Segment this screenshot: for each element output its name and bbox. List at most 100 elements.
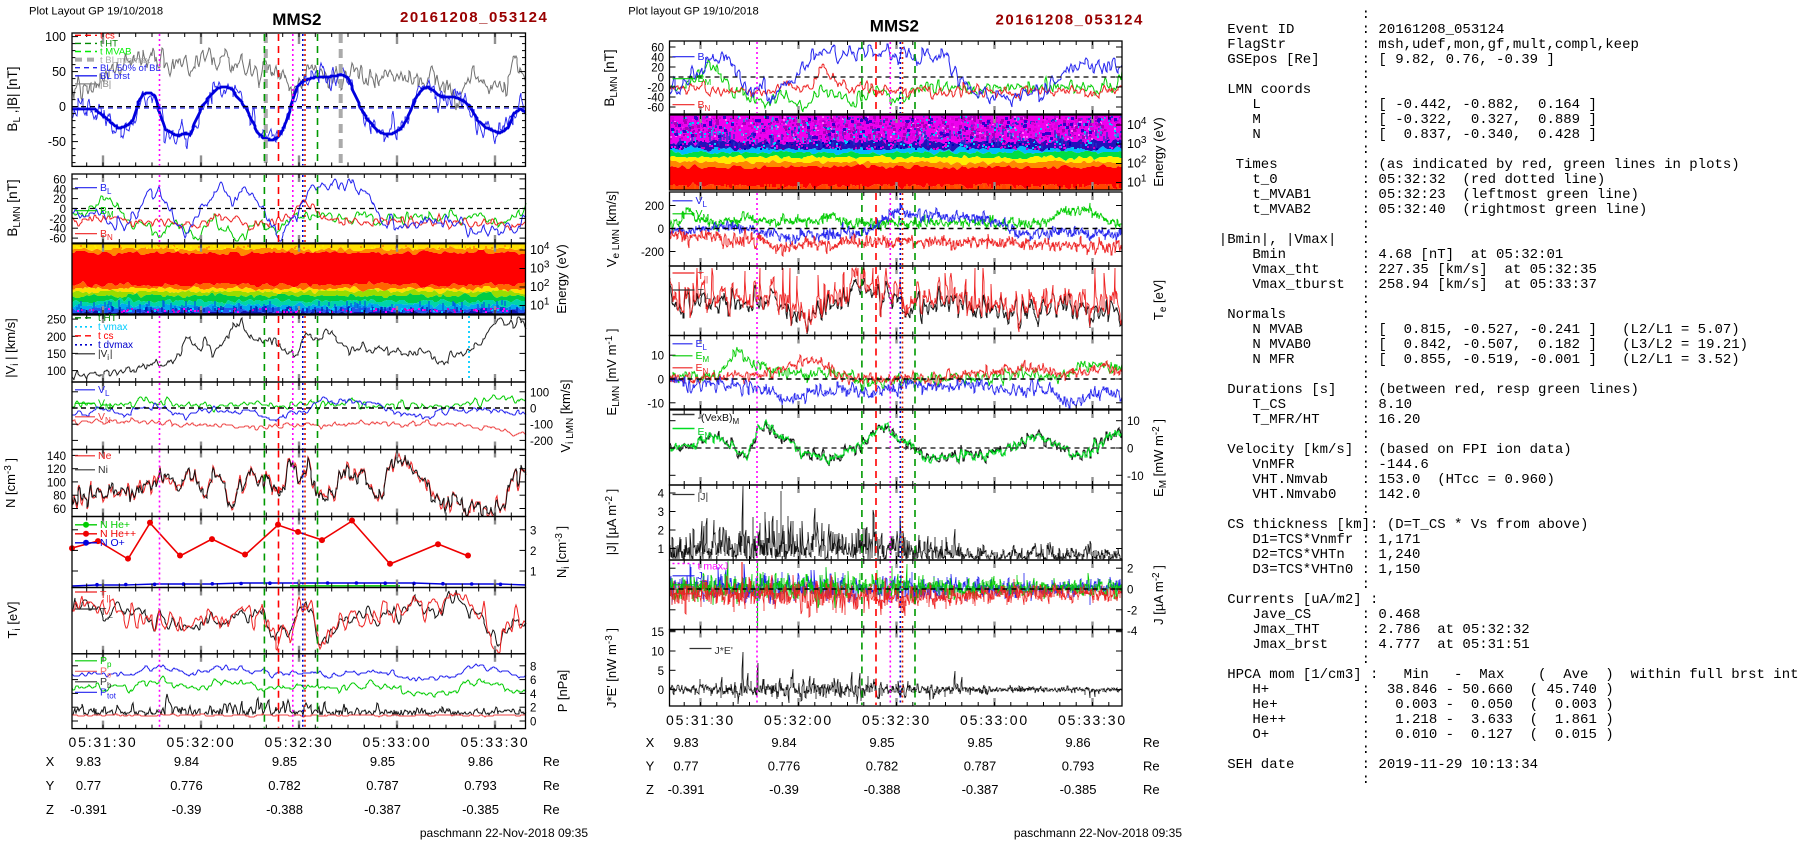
svg-text:-0.39: -0.39 [769,782,799,797]
svg-text:0.77: 0.77 [76,778,101,793]
svg-text:BL, 50% of BL: BL, 50% of BL [100,63,161,74]
svg-text:9.85: 9.85 [869,735,894,750]
svg-text:BM: BM [100,205,115,219]
svg-text:1: 1 [658,544,664,556]
svg-text:2: 2 [658,526,664,538]
svg-text:-100: -100 [530,420,553,432]
svg-text:100: 100 [530,387,549,399]
svg-text:05:33:30: 05:33:30 [1058,712,1127,728]
svg-text:-0.391: -0.391 [70,802,107,817]
svg-text:05:31:30: 05:31:30 [69,734,138,750]
svg-text:t MVAB: t MVAB [100,47,132,58]
svg-text:Ve LMN [km/s]: Ve LMN [km/s] [604,191,622,267]
svg-text:-0.387: -0.387 [364,802,401,817]
svg-text:05:33:00: 05:33:00 [363,734,432,750]
svg-text:BL: BL [100,182,112,196]
svg-text:BL: BL [698,51,710,65]
svg-text:BLMN [nT]: BLMN [nT] [602,49,620,106]
svg-text:N He++: N He++ [100,528,136,540]
svg-text:0.787: 0.787 [964,759,997,774]
svg-text:0: 0 [530,717,536,729]
svg-text:BLMN [nT]: BLMN [nT] [5,179,23,236]
svg-text:T||: T|| [698,270,709,284]
svg-text:-(VexB)M: -(VexB)M [698,412,741,426]
svg-text:05:33:30: 05:33:30 [461,734,530,750]
svg-text:|J| [µA m-2 ]: |J| [µA m-2 ] [604,489,619,556]
svg-text:9.83: 9.83 [673,735,698,750]
svg-text:-40: -40 [647,93,664,105]
svg-text:VL: VL [696,195,708,209]
svg-text:0: 0 [658,375,664,387]
svg-text:T⊥: T⊥ [698,287,712,301]
svg-text:5: 5 [658,666,664,678]
svg-text:-0.385: -0.385 [1060,782,1097,797]
svg-text:3: 3 [530,525,536,537]
svg-text:paschmann 22-Nov-2018 09:35: paschmann 22-Nov-2018 09:35 [420,826,588,840]
svg-text:-4: -4 [1127,626,1138,638]
svg-text:|J|: |J| [698,491,709,503]
svg-text:0.77: 0.77 [673,759,698,774]
svg-text:MMS2: MMS2 [272,10,321,29]
svg-text:05:32:30: 05:32:30 [265,734,334,750]
svg-text:P [nPa]: P [nPa] [555,670,570,712]
svg-text:VM: VM [696,208,711,222]
svg-text:Ptot: Ptot [100,687,117,701]
svg-text:2: 2 [530,703,536,715]
svg-text:Plot layout GP 19/10/2018: Plot layout GP 19/10/2018 [628,6,758,18]
svg-text:X: X [46,754,55,769]
svg-text:0: 0 [59,100,66,114]
svg-text:EM: EM [698,426,713,440]
svg-text:-200: -200 [530,436,553,448]
svg-text:Z: Z [46,802,54,817]
svg-text:Ni: Ni [98,464,108,476]
svg-text:|Vi |: |Vi | [98,349,113,362]
svg-text:Ne: Ne [98,450,112,462]
svg-text:X: X [646,735,655,750]
svg-text:-0.388: -0.388 [266,802,303,817]
svg-text:2: 2 [530,546,536,558]
svg-text:paschmann 22-Nov-2018 09:35: paschmann 22-Nov-2018 09:35 [1014,826,1182,840]
svg-text:JL: JL [698,570,709,584]
svg-text:BN: BN [698,99,712,113]
svg-text:-0.387: -0.387 [962,782,999,797]
svg-text:Re: Re [543,754,560,769]
svg-text:-40: -40 [49,224,66,236]
svg-text:10: 10 [1127,416,1140,428]
svg-text:JN: JN [698,588,710,602]
svg-text:2: 2 [1127,564,1133,576]
svg-text:250: 250 [47,315,66,327]
svg-text:t BLminmax: t BLminmax [100,55,150,66]
svg-text:0: 0 [658,685,664,697]
svg-text:60: 60 [53,174,66,186]
svg-text:JM: JM [698,579,711,593]
svg-text:Re: Re [1143,759,1160,774]
svg-text:Y: Y [46,778,55,793]
svg-text:15: 15 [651,627,664,639]
svg-text:Ni [cm-3 ]: Ni [cm-3 ] [554,526,572,578]
svg-text:05:31:30: 05:31:30 [666,712,735,728]
svg-text:3: 3 [658,507,664,519]
svg-text:0: 0 [60,204,66,216]
svg-text:80: 80 [53,491,66,503]
svg-text:BL ,|B| [nT]: BL ,|B| [nT] [5,66,23,131]
svg-text:40: 40 [651,53,664,65]
svg-text:-0.385: -0.385 [462,802,499,817]
svg-text:20: 20 [651,63,664,75]
svg-text:0.793: 0.793 [464,778,497,793]
svg-text:EM: EM [696,350,711,364]
svg-text:MMS2: MMS2 [870,17,919,36]
svg-text:EN: EN [696,362,710,376]
svg-text:VL: VL [98,384,110,398]
svg-text:|B|: |B| [100,79,111,90]
svg-text:100: 100 [47,366,66,378]
svg-text:100: 100 [45,30,66,44]
svg-text:N He+: N He+ [100,519,130,531]
svg-text:Y: Y [646,759,655,774]
svg-text:4: 4 [530,689,537,701]
svg-text:0.793: 0.793 [1062,759,1095,774]
svg-text:9.84: 9.84 [771,735,796,750]
svg-text:0: 0 [658,73,664,85]
svg-text:Ti [eV]: Ti [eV] [5,602,23,639]
svg-text:Energy (eV): Energy (eV) [554,244,569,313]
svg-text:N [cm-3 ]: N [cm-3 ] [3,458,18,508]
